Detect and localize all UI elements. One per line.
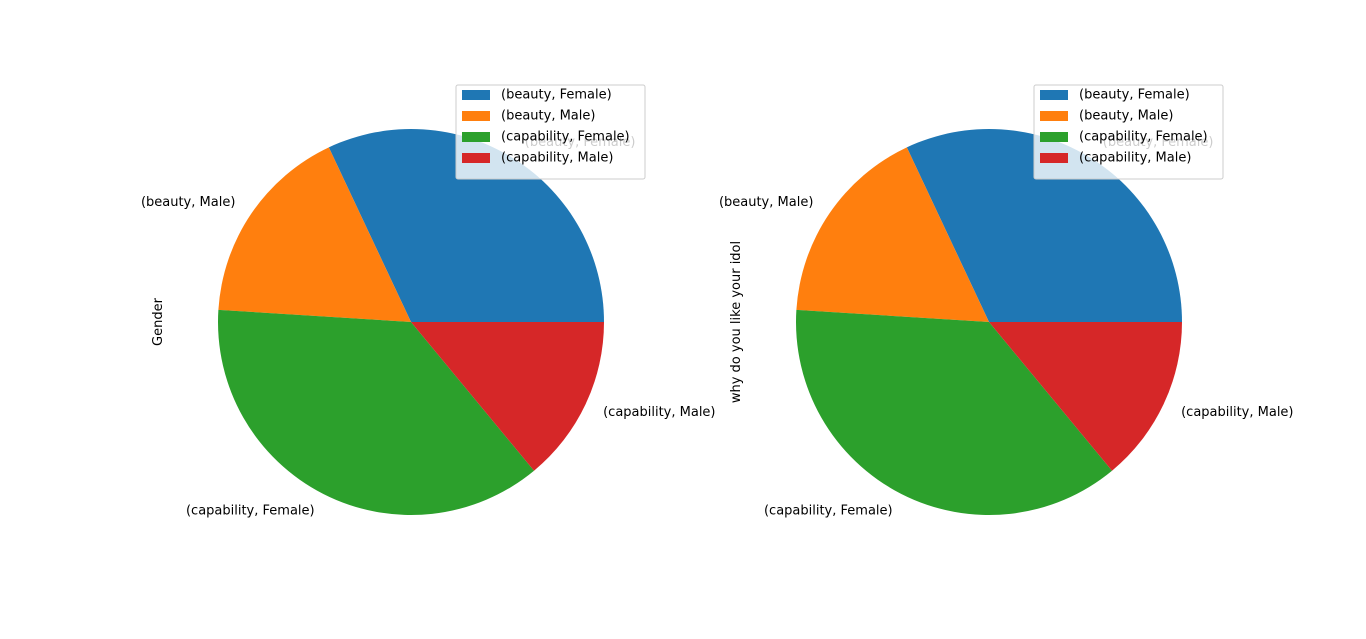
legend-entry-capability-male: (capability, Male): [1079, 151, 1191, 166]
legend-entry-capability-female: (capability, Female): [501, 130, 630, 145]
legend-swatch-beauty-female: [462, 90, 490, 100]
pie-slice-capability-female: [217, 309, 535, 515]
legend: (beauty, Female) (beauty, Male) (capabilit…: [1033, 84, 1224, 180]
legend-swatch-capability-male: [462, 153, 490, 163]
slice-label-capability-male: (capability, Male): [1181, 405, 1293, 420]
pie-chart-why-idol: (beauty, Female) (beauty, Male) (capabilit…: [719, 84, 1294, 519]
legend-frame: [455, 84, 646, 180]
slice-label-beauty-male: (beauty, Male): [719, 195, 813, 210]
slice-label-beauty-male: (beauty, Male): [141, 195, 235, 210]
legend: (beauty, Female) (beauty, Male) (capabilit…: [455, 84, 646, 180]
slice-label-capability-female: (capability, Female): [186, 504, 315, 519]
legend-frame: [1033, 84, 1224, 180]
legend-swatch-beauty-male: [462, 111, 490, 121]
legend-entry-beauty-male: (beauty, Male): [1079, 109, 1173, 124]
legend-entry-beauty-male: (beauty, Male): [501, 109, 595, 124]
legend-entry-beauty-female: (beauty, Female): [1079, 88, 1190, 103]
legend-entry-capability-female: (capability, Female): [1079, 130, 1208, 145]
y-axis-label: why do you like your idol: [729, 241, 744, 403]
legend-entry-capability-male: (capability, Male): [501, 151, 613, 166]
legend-entry-beauty-female: (beauty, Female): [501, 88, 612, 103]
legend-swatch-capability-female: [1040, 132, 1068, 142]
slice-label-capability-male: (capability, Male): [603, 405, 715, 420]
pie-slice-capability-male: [411, 322, 604, 471]
pie-slice-capability-female: [795, 309, 1113, 515]
legend-swatch-capability-female: [462, 132, 490, 142]
pie-slice-beauty-male: [218, 147, 411, 322]
slice-label-capability-female: (capability, Female): [764, 504, 893, 519]
pie-chart-gender: (beauty, Female) (beauty, Male) (capabilit…: [141, 84, 716, 519]
pie-slice-beauty-male: [796, 147, 989, 322]
pie-slice-capability-male: [989, 322, 1182, 471]
legend-swatch-capability-male: [1040, 153, 1068, 163]
legend-swatch-beauty-male: [1040, 111, 1068, 121]
legend-swatch-beauty-female: [1040, 90, 1068, 100]
y-axis-label: Gender: [151, 297, 166, 346]
